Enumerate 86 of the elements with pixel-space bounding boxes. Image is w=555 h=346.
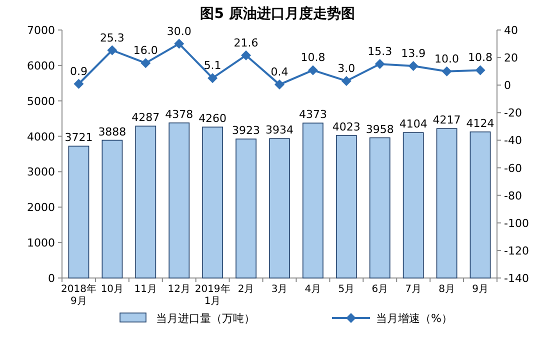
data-label: 3888 bbox=[98, 125, 126, 138]
y2-tick-label: -120 bbox=[504, 244, 529, 258]
data-label: 4373 bbox=[298, 108, 327, 122]
x-tick-label: 10月 bbox=[100, 284, 124, 295]
data-label: 3721 bbox=[64, 131, 93, 144]
bar bbox=[102, 140, 123, 278]
y-tick-label: 4000 bbox=[27, 130, 55, 144]
point bbox=[74, 78, 84, 89]
point bbox=[408, 60, 418, 71]
data-label: 4378 bbox=[165, 108, 194, 121]
y-tick-label: 7000 bbox=[27, 24, 55, 37]
bar bbox=[135, 126, 156, 278]
bar bbox=[436, 128, 458, 278]
y2-tick-label: -60 bbox=[504, 162, 522, 175]
data-label: 16.0 bbox=[133, 44, 158, 58]
point bbox=[341, 76, 352, 86]
chart-title: 图5 原油进口月度走势图 bbox=[200, 5, 355, 22]
bar bbox=[236, 138, 256, 278]
bar bbox=[302, 122, 324, 278]
x-tick-label: 2月 bbox=[238, 284, 254, 295]
y2-tick-label: -140 bbox=[504, 272, 529, 285]
y2-tick-label: -20 bbox=[504, 106, 522, 120]
data-label: 25.3 bbox=[100, 31, 124, 44]
y2-tick-label: 20 bbox=[504, 52, 518, 65]
point bbox=[107, 45, 118, 56]
point bbox=[475, 65, 486, 76]
y-tick-label: 0 bbox=[48, 272, 55, 285]
data-label: 30.0 bbox=[166, 24, 192, 38]
data-label: 0.9 bbox=[70, 64, 88, 78]
data-label: 4260 bbox=[198, 112, 227, 126]
x-tick-label: 2019年 1月 bbox=[194, 283, 230, 307]
point bbox=[208, 73, 218, 84]
data-label: 4287 bbox=[132, 111, 160, 124]
x-tick-label: 2018年 9月 bbox=[61, 283, 96, 307]
bar bbox=[369, 137, 390, 278]
x-tick-label: 3月 bbox=[271, 284, 288, 295]
y2-tick-label: -80 bbox=[504, 189, 522, 202]
data-label: 4217 bbox=[432, 114, 461, 127]
x-tick-label: 5月 bbox=[338, 284, 355, 295]
y-tick-label: 2000 bbox=[27, 201, 55, 214]
x-tick-label: 11月 bbox=[134, 284, 158, 295]
y-tick-label: 5000 bbox=[27, 94, 55, 108]
data-label: 3923 bbox=[232, 124, 260, 138]
data-label: 13.9 bbox=[401, 46, 426, 60]
point bbox=[374, 59, 385, 70]
data-label: 3934 bbox=[266, 124, 294, 137]
data-label: 10.8 bbox=[300, 51, 326, 64]
x-tick-label: 8月 bbox=[438, 284, 455, 295]
data-label: 15.3 bbox=[368, 45, 392, 58]
data-label: 4124 bbox=[466, 116, 494, 130]
data-label: 3.0 bbox=[338, 62, 356, 75]
x-tick-label: 12月 bbox=[168, 284, 190, 295]
bar bbox=[68, 146, 90, 278]
x-tick-label: 6月 bbox=[372, 284, 388, 295]
y2-tick-label: -100 bbox=[504, 216, 529, 230]
bar bbox=[168, 122, 190, 278]
point bbox=[442, 66, 452, 76]
data-label: 3958 bbox=[366, 122, 394, 136]
point bbox=[241, 50, 252, 60]
point bbox=[140, 58, 151, 68]
data-label: 21.6 bbox=[234, 36, 258, 50]
data-label: 4104 bbox=[399, 118, 428, 131]
y2-tick-label: 40 bbox=[504, 24, 518, 37]
point bbox=[308, 65, 318, 76]
bar bbox=[269, 138, 290, 278]
bar bbox=[470, 131, 491, 278]
y2-tick-label: 0 bbox=[504, 79, 511, 92]
y2-tick-label: -40 bbox=[504, 134, 522, 148]
legend-label: 当月进口量（万吨） bbox=[156, 312, 255, 325]
y-tick-label: 6000 bbox=[27, 59, 55, 72]
y-tick-label: 3000 bbox=[27, 166, 55, 179]
data-label: 10.0 bbox=[434, 52, 460, 66]
x-tick-label: 7月 bbox=[405, 284, 422, 295]
x-tick-label: 9月 bbox=[472, 284, 488, 295]
bar bbox=[402, 132, 424, 278]
point bbox=[274, 80, 284, 90]
data-label: 5.1 bbox=[204, 59, 222, 72]
legend-label: 当月增速（%） bbox=[376, 312, 452, 325]
bar bbox=[202, 126, 224, 278]
y-tick-label: 1000 bbox=[27, 236, 55, 250]
data-label: 4023 bbox=[332, 120, 360, 134]
bar bbox=[336, 135, 357, 278]
data-label: 0.4 bbox=[270, 66, 288, 79]
x-tick-label: 4月 bbox=[304, 284, 322, 295]
point bbox=[174, 38, 184, 49]
data-label: 10.8 bbox=[468, 51, 493, 64]
